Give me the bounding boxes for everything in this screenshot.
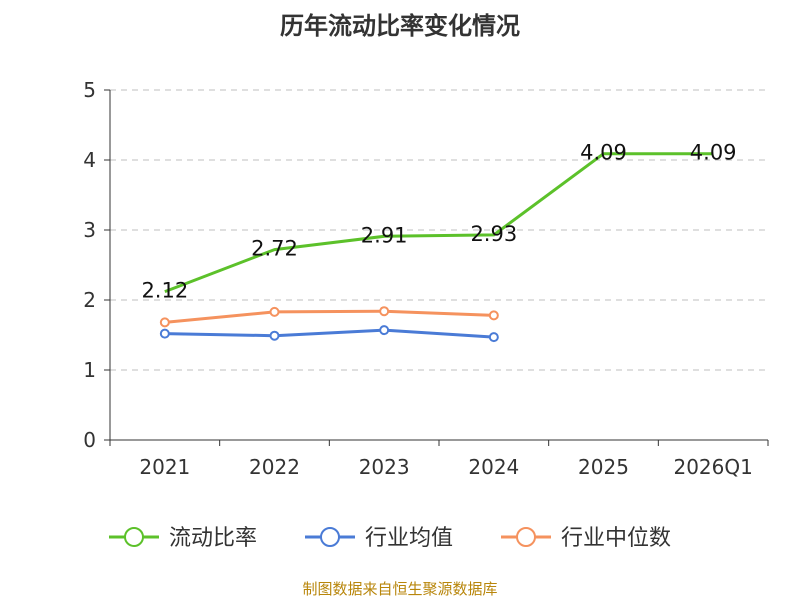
- series-line: [164, 309, 494, 324]
- data-point: [269, 330, 280, 341]
- legend: 流动比率 行业均值 行业中位数: [109, 526, 671, 551]
- series-line: [164, 328, 494, 339]
- data-point: [269, 306, 280, 317]
- data-point: [488, 310, 499, 321]
- legend-label: 行业中位数: [561, 526, 671, 551]
- data-point: [379, 325, 390, 336]
- x-tick-label: 2026Q1: [673, 455, 752, 479]
- source-note: 制图数据来自恒生聚源数据库: [302, 580, 498, 598]
- x-tick-label: 2025: [578, 455, 629, 479]
- x-tick-label: 2023: [359, 455, 410, 479]
- series-lines: [159, 152, 714, 343]
- data-label: 2.72: [251, 237, 298, 261]
- data-point: [379, 306, 390, 317]
- data-label: 2.93: [470, 222, 517, 246]
- data-label: 4.09: [690, 141, 737, 165]
- data-point: [159, 317, 170, 328]
- data-point: [159, 328, 170, 339]
- chart-title: 历年流动比率变化情况: [280, 12, 520, 40]
- y-tick-label: 5: [83, 78, 96, 102]
- data-label: 2.91: [361, 223, 408, 247]
- series-line: [164, 152, 714, 294]
- y-tick-label: 0: [83, 428, 96, 452]
- y-tick-label: 4: [83, 148, 96, 172]
- data-labels: 2.12 2.72 2.91 2.93 4.09 4.09: [141, 141, 736, 303]
- legend-swatch-marker: [516, 527, 536, 547]
- grid-lines: [110, 89, 768, 371]
- y-tick-label: 3: [83, 218, 96, 242]
- data-label: 4.09: [580, 141, 627, 165]
- y-tick-label: 2: [83, 288, 96, 312]
- data-label: 2.12: [141, 279, 188, 303]
- data-point: [488, 332, 499, 343]
- y-tick-label: 1: [83, 358, 96, 382]
- x-tick-label: 2022: [249, 455, 300, 479]
- legend-label: 流动比率: [169, 526, 257, 551]
- legend-swatch-marker: [124, 527, 144, 547]
- x-tick-label: 2024: [468, 455, 519, 479]
- x-tick-label: 2021: [139, 455, 190, 479]
- legend-swatch-marker: [320, 527, 340, 547]
- axes: 0 1 2 3 4 5 2021 2022 2023 2024 2025 2026Q1: [83, 78, 769, 479]
- legend-label: 行业均值: [365, 526, 453, 551]
